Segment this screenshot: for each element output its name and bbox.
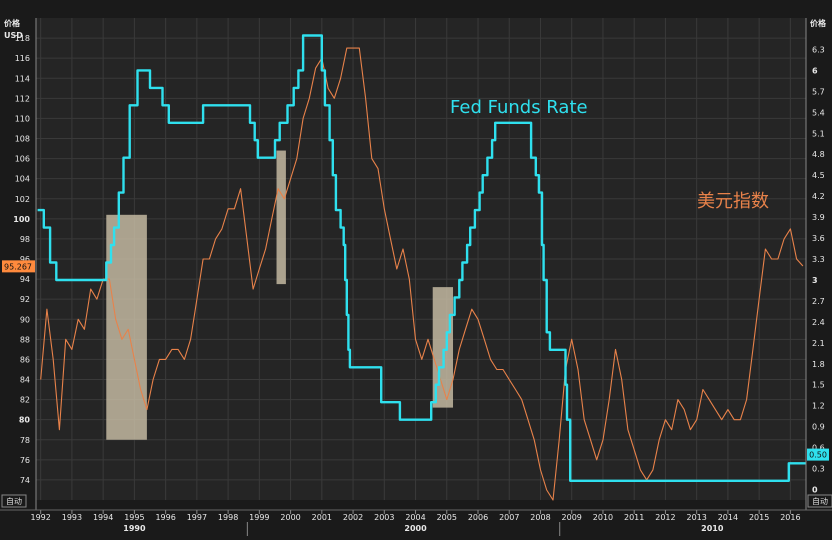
x-tick-label: 1992: [31, 513, 51, 522]
y-tick-label-right: 3.6: [812, 234, 825, 243]
y-tick-label-right: 2.4: [812, 318, 825, 327]
y-tick-label-right: 3.3: [812, 255, 825, 264]
y-tick-label-right: 4.5: [812, 171, 825, 180]
x-tick-label: 2008: [530, 513, 550, 522]
y-tick-label-left: 90: [20, 315, 30, 324]
y-tick-label-left: 116: [15, 54, 30, 63]
y-tick-label-left: 78: [20, 436, 30, 445]
y-tick-label-left: 102: [15, 195, 30, 204]
series-line-fed-funds-rate: [37, 34, 806, 482]
y-tick-label-left: 88: [20, 335, 30, 344]
y-tick-label-right: 3: [812, 276, 818, 285]
x-tick-label: 1996: [155, 513, 175, 522]
y-tick-label-right: 4.8: [812, 150, 825, 159]
auto-box-left: [1, 494, 27, 508]
y-tick-label-right: 5.1: [812, 129, 825, 138]
y-tick-label-right: 1.5: [812, 381, 825, 390]
y-tick-label-left: 96: [20, 255, 30, 264]
y-tick-label-right: 4.2: [812, 192, 825, 201]
auto-box-right: [807, 494, 832, 508]
x-tick-label: 2002: [343, 513, 363, 522]
x-tick-label: 2016: [780, 513, 800, 522]
x-tick-label: 2004: [405, 513, 425, 522]
x-tick-label: 1995: [124, 513, 144, 522]
y-tick-label-right: 2.1: [812, 339, 825, 348]
x-tick-label: 1997: [187, 513, 207, 522]
x-tick-label: 2013: [686, 513, 706, 522]
y-tick-label-left: 110: [15, 114, 30, 123]
y-tick-label-left: 74: [20, 476, 30, 485]
y-tick-label-right: 5.7: [812, 87, 825, 96]
shaded-region: [276, 150, 286, 285]
x-tick-label: 2009: [562, 513, 582, 522]
decade-label: 2010: [701, 524, 724, 533]
series-line-dollar-index: [40, 47, 804, 501]
x-tick-label: 2014: [718, 513, 738, 522]
y-tick-label-left: 76: [20, 456, 30, 465]
auto-label-left: 自动: [6, 496, 22, 506]
y-tick-label-right: 1.2: [812, 402, 825, 411]
left-axis-currency: USD: [4, 31, 23, 40]
x-tick-label: 1998: [218, 513, 238, 522]
y-tick-label-right: 0.9: [812, 423, 825, 432]
y-tick-label-right: 6.3: [812, 45, 825, 54]
left-axis-unit: 价格: [4, 18, 21, 28]
annotation-dollar-index: 美元指数: [697, 191, 769, 212]
x-tick-label: 2005: [437, 513, 457, 522]
y-tick-label-right: 0.3: [812, 465, 825, 474]
current-value-badge-right: [807, 448, 829, 461]
y-tick-label-right: 0.6: [812, 444, 825, 453]
y-tick-label-right: 6: [812, 66, 818, 75]
y-tick-label-left: 112: [15, 94, 30, 103]
x-tick-label: 2007: [499, 513, 519, 522]
current-value-left: 95.267: [4, 262, 32, 271]
y-tick-label-left: 82: [20, 396, 30, 405]
annotation-fed-funds-rate: Fed Funds Rate: [450, 97, 588, 118]
y-tick-label-right: 2.7: [812, 297, 825, 306]
shaded-region: [432, 287, 454, 408]
x-tick-label: 2011: [624, 513, 644, 522]
shaded-region: [106, 214, 147, 440]
y-tick-label-left: 114: [15, 74, 30, 83]
y-tick-label-left: 118: [15, 34, 30, 43]
x-tick-label: 1999: [249, 513, 269, 522]
y-tick-label-right: 0: [812, 486, 818, 495]
x-tick-label: 2006: [468, 513, 488, 522]
y-tick-label-left: 106: [15, 155, 30, 164]
y-tick-label-left: 100: [13, 215, 30, 224]
x-tick-label: 2000: [280, 513, 300, 522]
y-tick-label-left: 108: [15, 135, 30, 144]
x-tick-label: 2001: [312, 513, 332, 522]
y-tick-label-right: 1.8: [812, 360, 825, 369]
y-tick-label-left: 86: [20, 355, 30, 364]
current-value-badge-left: [2, 260, 35, 273]
y-tick-label-left: 104: [15, 175, 30, 184]
x-tick-label: 2010: [593, 513, 613, 522]
x-tick-label: 2015: [749, 513, 769, 522]
y-tick-label-right: 5.4: [812, 108, 825, 117]
y-tick-label-left: 94: [20, 275, 30, 284]
x-tick-label: 2003: [374, 513, 394, 522]
decade-label: 2000: [404, 524, 427, 533]
current-value-right: 0.50: [809, 451, 827, 460]
auto-label-right: 自动: [812, 496, 828, 506]
decade-label: 1990: [123, 524, 146, 533]
right-axis-unit: 价格: [810, 18, 827, 28]
y-tick-label-left: 98: [20, 235, 30, 244]
x-tick-label: 1994: [93, 513, 113, 522]
y-tick-label-left: 84: [20, 376, 30, 385]
x-tick-label: 1993: [62, 513, 82, 522]
y-tick-label-left: 80: [19, 416, 31, 425]
x-tick-label: 2012: [655, 513, 675, 522]
y-tick-label-left: 92: [20, 295, 30, 304]
y-tick-label-right: 3.9: [812, 213, 825, 222]
